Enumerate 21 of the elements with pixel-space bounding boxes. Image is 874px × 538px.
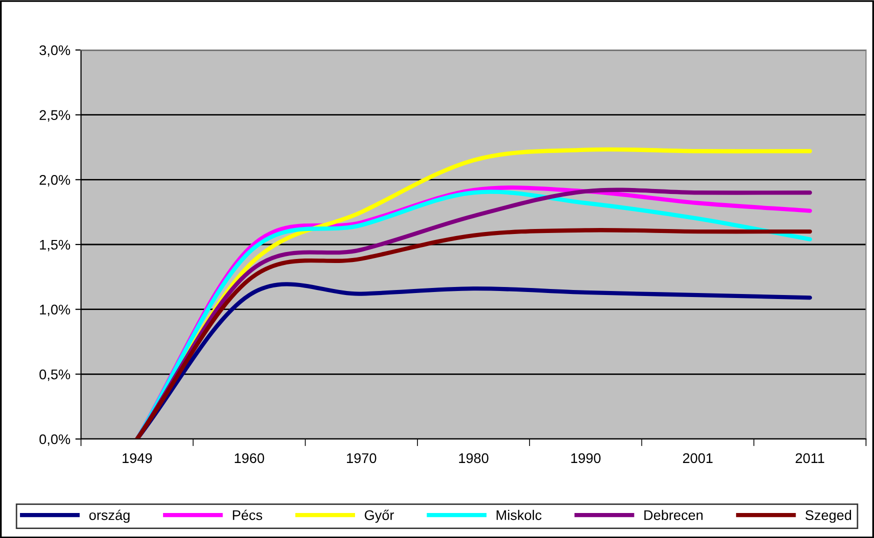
y-tick-label: 1,0% <box>40 304 70 316</box>
legend-label: Debrecen <box>644 510 703 520</box>
legend-label: Szeged <box>805 510 852 523</box>
y-tick-label: 0,5% <box>39 370 70 381</box>
x-tick-label: 1980 <box>459 453 488 464</box>
x-tick-label: 1990 <box>571 453 601 464</box>
x-tick-label: 1960 <box>234 453 264 464</box>
y-tick-label: 1,5% <box>40 240 70 252</box>
y-tick-label: 3,0% <box>39 45 70 57</box>
x-tick-label: 2001 <box>683 453 713 464</box>
legend-label: Pécs <box>232 510 262 520</box>
legend-label: ország <box>89 510 130 523</box>
y-tick-label: 2,0% <box>40 175 70 186</box>
x-tick-label: 1949 <box>122 453 152 464</box>
x-tick-label: 1970 <box>346 453 376 464</box>
y-tick-label: 2,5% <box>40 110 70 122</box>
x-tick-label: 2011 <box>796 453 824 464</box>
line-series <box>134 228 812 439</box>
legend-label: Győr <box>364 510 394 523</box>
y-tick-label: 0,0% <box>39 434 70 446</box>
legend-label: Miskolc <box>496 510 542 520</box>
